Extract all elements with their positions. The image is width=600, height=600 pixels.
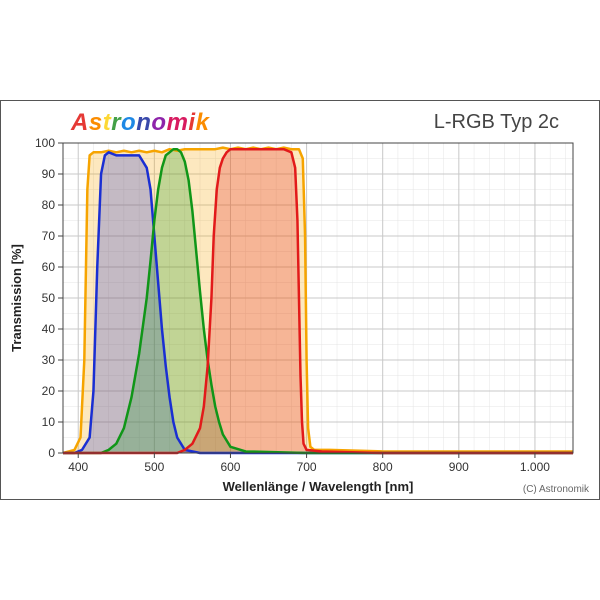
transmission-chart: Astronomik L-RGB Typ 2c 4005006007008009… bbox=[0, 100, 600, 500]
chart-svg: 400 500 600 700 800 900 1.000 0 10 20 30 40 50 60 70 80… bbox=[1, 101, 599, 499]
svg-text:500: 500 bbox=[144, 460, 164, 474]
svg-text:90: 90 bbox=[42, 167, 56, 181]
svg-text:20: 20 bbox=[42, 384, 56, 398]
chart-title: L-RGB Typ 2c bbox=[434, 111, 559, 134]
svg-text:1.000: 1.000 bbox=[520, 460, 550, 474]
svg-text:700: 700 bbox=[297, 460, 317, 474]
svg-text:Wellenlänge / Wavelength [nm]: Wellenlänge / Wavelength [nm] bbox=[223, 479, 414, 494]
svg-text:0: 0 bbox=[48, 446, 55, 460]
svg-text:10: 10 bbox=[42, 415, 56, 429]
svg-text:400: 400 bbox=[68, 460, 88, 474]
brand-logo: Astronomik bbox=[71, 109, 209, 137]
svg-text:40: 40 bbox=[42, 322, 56, 336]
svg-text:600: 600 bbox=[220, 460, 240, 474]
svg-text:Transmission [%]: Transmission [%] bbox=[9, 244, 24, 352]
svg-text:60: 60 bbox=[42, 260, 56, 274]
svg-text:900: 900 bbox=[449, 460, 469, 474]
copyright-text: (C) Astronomik bbox=[523, 484, 589, 495]
svg-text:50: 50 bbox=[42, 291, 56, 305]
svg-text:70: 70 bbox=[42, 229, 56, 243]
svg-text:100: 100 bbox=[35, 136, 55, 150]
svg-text:800: 800 bbox=[373, 460, 393, 474]
svg-text:80: 80 bbox=[42, 198, 56, 212]
svg-text:30: 30 bbox=[42, 353, 56, 367]
